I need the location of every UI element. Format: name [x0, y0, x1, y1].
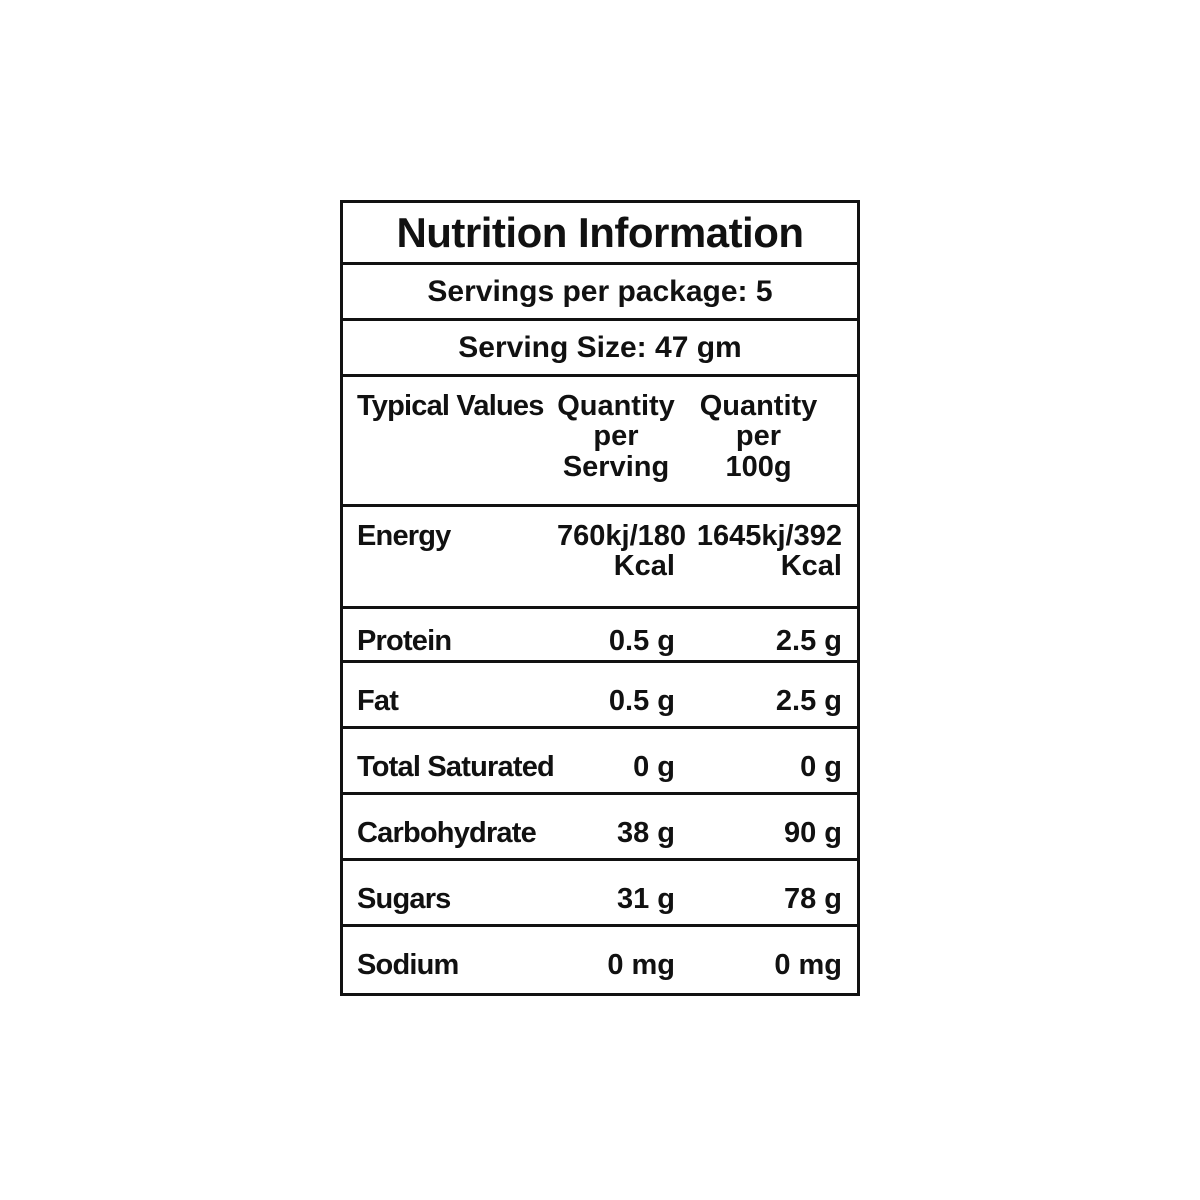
- nutrient-row: Total Saturated 0 g 0 g: [343, 729, 857, 795]
- nutrient-row: Sodium 0 mg 0 mg: [343, 927, 857, 993]
- nutrient-value: 90 g: [783, 817, 842, 849]
- nutrient-name: Total Saturated: [357, 751, 555, 783]
- nutrient-row: Fat 0.5 g 2.5 g: [343, 663, 857, 729]
- nutrient-row: Energy 760kj/180 Kcal 1645kj/392 Kcal: [343, 507, 857, 609]
- header-cell: Typical Values: [357, 390, 544, 422]
- table-header: Typical Values Quantity per Serving Quanti…: [343, 377, 857, 507]
- header-cell: Quantity per Serving: [557, 390, 675, 483]
- nutrient-name: Sodium: [357, 949, 459, 981]
- nutrient-value: 1645kj/392 Kcal: [696, 520, 842, 583]
- nutrient-value: 31 g: [616, 883, 675, 915]
- nutrient-value: 0 mg: [774, 949, 842, 981]
- servings-per-package: Servings per package: 5: [343, 265, 857, 321]
- nutrient-row: Sugars 31 g 78 g: [343, 861, 857, 927]
- nutrient-value: 78 g: [783, 883, 842, 915]
- nutrient-row: Carbohydrate 38 g 90 g: [343, 795, 857, 861]
- nutrient-name: Protein: [357, 625, 452, 657]
- nutrient-value: 2.5 g: [775, 625, 842, 657]
- serving-size: Serving Size: 47 gm: [343, 321, 857, 377]
- nutrient-name: Carbohydrate: [357, 817, 537, 849]
- nutrient-value: 2.5 g: [775, 685, 842, 717]
- nutrient-value: 0.5 g: [608, 685, 675, 717]
- nutrient-value: 760kj/180 Kcal: [557, 520, 687, 583]
- nutrient-name: Sugars: [357, 883, 451, 915]
- nutrient-value: 38 g: [616, 817, 675, 849]
- nutrient-name: Fat: [357, 685, 399, 717]
- nutrient-name: Energy: [357, 520, 451, 552]
- nutrition-label: Nutrition Information Servings per packa…: [340, 200, 860, 996]
- nutrient-value: 0 g: [800, 751, 842, 783]
- nutrient-value: 0 mg: [607, 949, 675, 981]
- nutrient-row: Protein 0.5 g 2.5 g: [343, 609, 857, 663]
- header-cell: Quantity per 100g: [699, 390, 818, 483]
- label-title: Nutrition Information: [343, 203, 857, 265]
- nutrient-value: 0 g: [633, 751, 675, 783]
- nutrient-value: 0.5 g: [608, 625, 675, 657]
